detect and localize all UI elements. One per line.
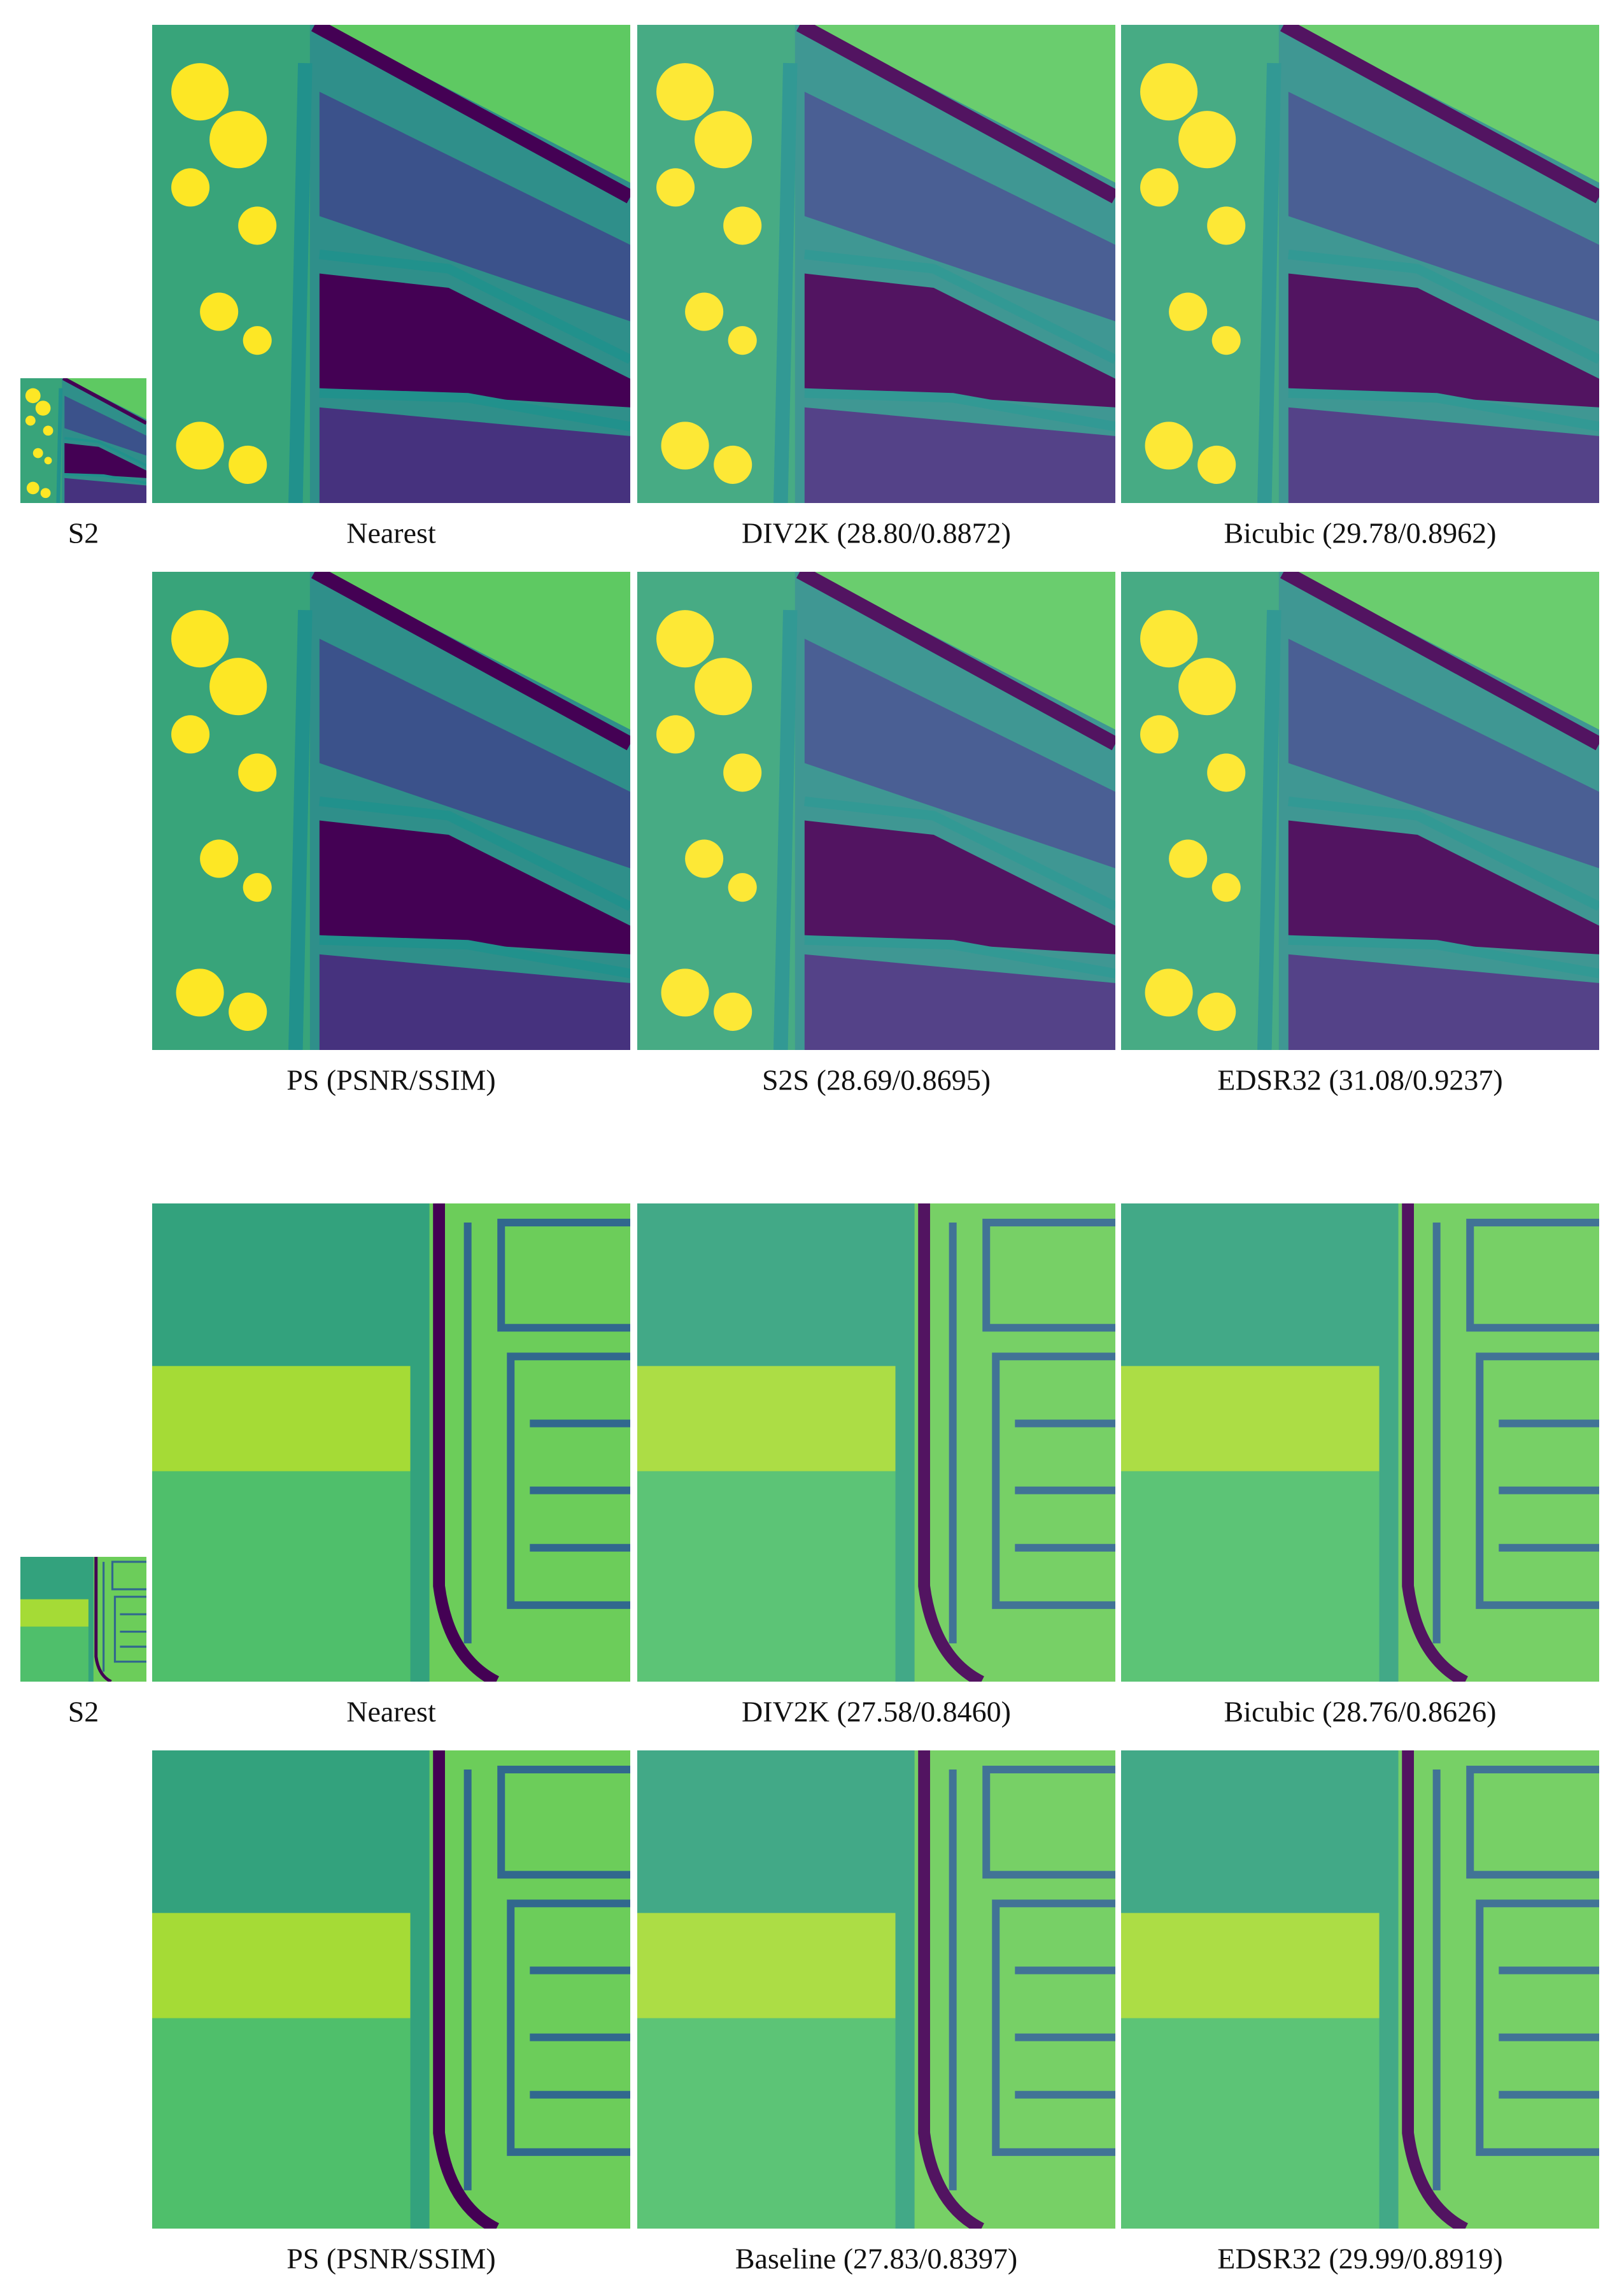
image-panel: PS (PSNR/SSIM) xyxy=(152,1750,654,2275)
image-panel: S2 xyxy=(20,1557,153,1728)
image-panel: Nearest xyxy=(152,1203,654,1728)
panel-caption: PS (PSNR/SSIM) xyxy=(286,1064,496,1096)
image-panel: Bicubic (28.76/0.8626) xyxy=(1121,1203,1623,1728)
panel-image xyxy=(637,1203,1140,1682)
panel-caption: Nearest xyxy=(346,1696,436,1728)
panel-image xyxy=(637,572,1115,1050)
panel-caption: PS (PSNR/SSIM) xyxy=(286,2243,496,2275)
image-panel: EDSR32 (29.99/0.8919) xyxy=(1121,1750,1623,2275)
image-panel: EDSR32 (31.08/0.9237) xyxy=(1121,572,1599,1096)
panel-caption: Baseline (27.83/0.8397) xyxy=(735,2243,1017,2275)
image-panel: S2 xyxy=(20,378,146,550)
panel-image xyxy=(1121,1203,1623,1682)
panel-caption: S2 xyxy=(68,517,99,550)
panel-caption: EDSR32 (29.99/0.8919) xyxy=(1217,2243,1503,2275)
panel-image xyxy=(20,378,146,503)
panel-caption: Nearest xyxy=(346,517,436,550)
panel-caption: Bicubic (29.78/0.8962) xyxy=(1224,517,1497,550)
panel-image xyxy=(637,25,1115,503)
panel-caption: DIV2K (27.58/0.8460) xyxy=(742,1696,1011,1728)
panel-image xyxy=(152,25,630,503)
panel-image xyxy=(152,572,630,1050)
panel-image xyxy=(1121,572,1599,1050)
image-panel: S2S (28.69/0.8695) xyxy=(637,572,1115,1096)
panel-image xyxy=(1121,25,1599,503)
panel-image xyxy=(1121,1750,1623,2229)
panel-image xyxy=(152,1750,654,2229)
panel-caption: DIV2K (28.80/0.8872) xyxy=(742,517,1011,550)
image-panel: Bicubic (29.78/0.8962) xyxy=(1121,25,1599,550)
panel-caption: Bicubic (28.76/0.8626) xyxy=(1224,1696,1497,1728)
image-panel: DIV2K (27.58/0.8460) xyxy=(637,1203,1140,1728)
image-panel: PS (PSNR/SSIM) xyxy=(152,572,630,1096)
panel-image xyxy=(152,1203,654,1682)
image-panel: Baseline (27.83/0.8397) xyxy=(637,1750,1140,2275)
panel-image xyxy=(637,1750,1140,2229)
panel-caption: S2S (28.69/0.8695) xyxy=(762,1064,991,1096)
panel-caption: S2 xyxy=(68,1696,99,1728)
image-panel: Nearest xyxy=(152,25,630,550)
panel-caption: EDSR32 (31.08/0.9237) xyxy=(1217,1064,1503,1096)
panel-image xyxy=(20,1557,153,1682)
image-panel: DIV2K (28.80/0.8872) xyxy=(637,25,1115,550)
